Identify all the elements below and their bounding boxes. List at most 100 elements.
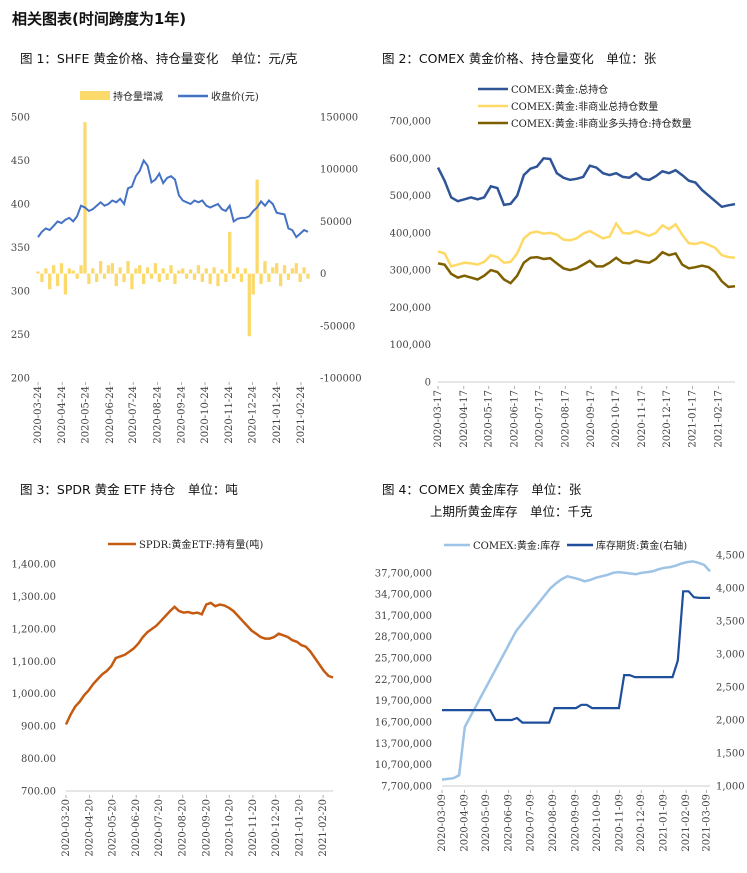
chart3-legend-label: SPDR:黄金ETF:持有量(吨) [139, 538, 263, 551]
chart1-bar [291, 268, 294, 273]
chart1-yleft-tick-label: 400 [11, 200, 30, 211]
chart1-bar [158, 274, 161, 282]
chart3-yleft-tick-label: 900.00 [21, 722, 56, 733]
chart1-bar [283, 265, 286, 273]
chart3-yleft-tick-label: 1,200.00 [11, 624, 56, 635]
chart1-bar [201, 274, 204, 282]
chart1-bar [154, 263, 157, 273]
chart1-bar [299, 274, 302, 282]
chart3-x-tick-label: 2020-07-20 [154, 799, 165, 857]
chart1-bar [212, 267, 215, 273]
chart3-x-tick-label: 2020-06-20 [131, 799, 142, 857]
chart3-x-tick-label: 2020-10-20 [224, 799, 235, 857]
chart1-bar [48, 274, 51, 290]
chart3-x-tick-label: 2020-12-20 [271, 799, 282, 857]
chart4-yleft-tick-label: 7,700,000 [381, 782, 432, 793]
chart1-yright-tick-label: -50000 [320, 321, 355, 332]
chart2-yleft-tick-label: 700,000 [390, 117, 431, 128]
chart4-series-shfe-stock [442, 591, 710, 722]
chart2-yleft-tick-label: 400,000 [390, 228, 431, 239]
chart1-bar [181, 268, 184, 273]
chart1-bar [295, 263, 298, 273]
chart2-x-tick-label: 2020-05-17 [484, 390, 495, 448]
chart1-bar [252, 274, 255, 295]
chart2-x-tick-label: 2020-04-17 [459, 390, 470, 448]
chart1-bar [162, 268, 165, 273]
chart1-bar [271, 267, 274, 273]
chart2-x-tick-label: 2020-08-17 [560, 390, 571, 448]
chart2-x-tick-label: 2020-03-17 [433, 390, 444, 448]
chart1-bar [64, 274, 67, 295]
chart4-yleft-tick-label: 16,700,000 [375, 718, 432, 729]
chart1-bar [244, 268, 247, 273]
chart2-x-tick-label: 2020-11-17 [637, 390, 648, 448]
chart4-x-tick-label: 2020-07-09 [525, 794, 536, 852]
chart1-bar [248, 274, 251, 337]
chart1-bar [185, 274, 188, 279]
chart3-series-line [66, 603, 333, 725]
chart1-bar [72, 270, 75, 273]
chart1-bar [306, 274, 309, 279]
chart1-bar [122, 274, 125, 282]
chart1-bar [220, 269, 223, 273]
chart1-bar [75, 274, 78, 279]
chart1-bar [130, 274, 133, 290]
chart1-x-tick-label: 2020-06-24 [105, 386, 116, 444]
chart1-yright-tick-label: -100000 [320, 374, 362, 385]
chart3-x-tick-label: 2021-02-20 [318, 799, 329, 857]
chart4-x-tick-label: 2021-02-09 [681, 794, 692, 852]
chart1-x-tick-label: 2020-08-24 [152, 386, 163, 444]
chart1-yleft-tick-label: 200 [11, 374, 30, 385]
chart1-legend-bar-swatch [80, 91, 110, 100]
chart1-x-tick-label: 2020-03-24 [33, 386, 44, 444]
chart1-bar [189, 269, 192, 273]
chart1-yright-tick-label: 100000 [320, 165, 358, 176]
chart1-bar [259, 274, 262, 284]
chart1-yleft-tick-label: 300 [11, 287, 30, 298]
chart1-bar [193, 274, 196, 280]
chart1-bar [107, 265, 110, 273]
chart1-bar [60, 263, 63, 273]
chart1-bar [197, 265, 200, 273]
chart4-yleft-tick-label: 34,700,000 [375, 590, 432, 601]
chart1-bar [115, 274, 118, 287]
chart2-series-line [438, 158, 735, 207]
chart4-yleft-tick-label: 19,700,000 [375, 696, 432, 707]
chart1-yleft-tick-label: 450 [11, 156, 30, 167]
chart1-bar [279, 274, 282, 287]
chart3-yleft-tick-label: 1,000.00 [11, 689, 56, 700]
chart4-yleft-tick-label: 13,700,000 [375, 739, 432, 750]
chart1-bar [95, 274, 98, 282]
chart1-bar [52, 265, 55, 273]
chart3-x-tick-label: 2020-11-20 [248, 799, 259, 857]
chart1-x-tick-label: 2020-12-24 [248, 386, 259, 444]
chart2-x-tick-label: 2020-06-17 [510, 390, 521, 448]
chart1-x-tick-label: 2020-07-24 [128, 386, 139, 444]
chart1-bar [232, 274, 235, 279]
chart1-yleft-tick-label: 350 [11, 243, 30, 254]
chart1-line-close-price [38, 161, 308, 238]
chart4-yright-tick-label: 2,500 [716, 683, 745, 694]
chart4-x-tick-label: 2020-08-09 [548, 794, 559, 852]
chart1-bar [169, 265, 172, 273]
chart1-legend-line-label: 收盘价(元) [211, 90, 259, 103]
chart1-yleft-tick-label: 250 [11, 330, 30, 341]
chart4-yleft-tick-label: 28,700,000 [375, 632, 432, 643]
chart4-yright-tick-label: 4,500 [716, 551, 745, 562]
chart4-legend-label-shfe: 库存期货:黄金(右轴) [596, 539, 687, 552]
chart4-x-tick-label: 2020-10-09 [592, 794, 603, 852]
chart1-bar [111, 263, 114, 273]
chart1-bar [83, 122, 86, 273]
chart1-bar [36, 272, 39, 274]
chart2-yleft-tick-label: 500,000 [390, 191, 431, 202]
chart1-bar [150, 274, 153, 279]
chart1-bar [99, 261, 102, 274]
chart4-x-tick-label: 2020-04-09 [459, 794, 470, 852]
chart3-yleft-tick-label: 1,400.00 [11, 560, 56, 571]
chart2-x-tick-label: 2020-10-17 [611, 390, 622, 448]
chart1-bar [287, 274, 290, 280]
chart2-yleft-tick-label: 600,000 [390, 154, 431, 165]
chart3-yleft-tick-label: 700.00 [21, 787, 56, 798]
chart4-yleft-tick-label: 25,700,000 [375, 654, 432, 665]
